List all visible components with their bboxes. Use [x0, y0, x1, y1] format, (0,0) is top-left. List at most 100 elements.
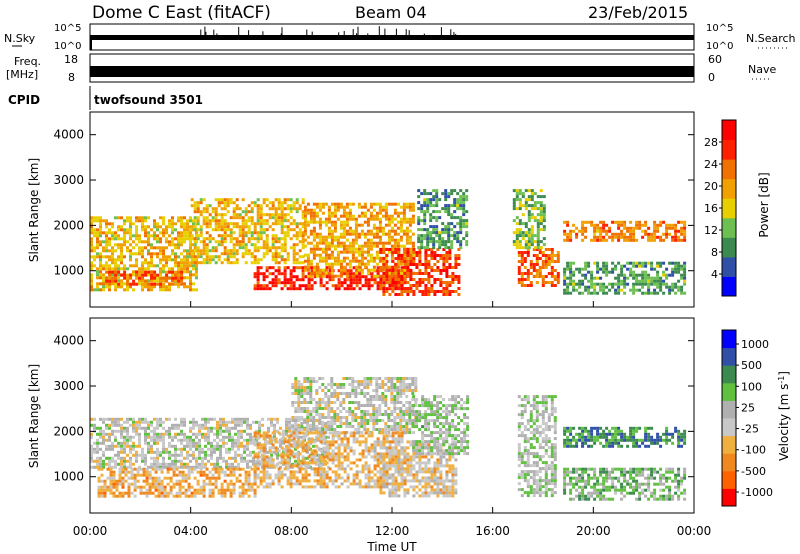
- power-cell: [385, 269, 389, 272]
- velocity-cell: [330, 377, 334, 380]
- velocity-cell: [198, 432, 201, 436]
- velocity-cell: [189, 459, 192, 463]
- velocity-cell: [244, 482, 248, 486]
- power-cell: [150, 243, 153, 247]
- power-cell: [351, 247, 355, 251]
- power-cell: [453, 210, 457, 214]
- velocity-cell: [96, 450, 99, 454]
- power-cell: [235, 243, 239, 247]
- velocity-cell: [390, 428, 394, 431]
- power-cell: [211, 237, 215, 241]
- velocity-cell: [180, 417, 183, 421]
- power-cell: [150, 246, 153, 250]
- power-cell: [171, 240, 174, 244]
- power-cell: [223, 240, 227, 244]
- velocity-cell: [333, 419, 337, 422]
- power-cell: [306, 211, 310, 215]
- power-cell: [180, 279, 184, 283]
- power-cell: [307, 278, 311, 282]
- power-cell: [433, 278, 437, 281]
- power-cell: [235, 261, 239, 265]
- velocity-cell: [102, 453, 105, 457]
- power-cell: [298, 249, 302, 253]
- power-cell: [385, 272, 389, 275]
- power-cell: [399, 205, 403, 209]
- power-cell: [512, 198, 516, 202]
- velocity-cell: [132, 423, 135, 427]
- power-cell: [459, 228, 463, 232]
- power-cell: [602, 288, 606, 292]
- power-cell: [438, 216, 442, 220]
- power-cell: [256, 249, 260, 253]
- power-cell: [301, 278, 305, 282]
- power-cell: [396, 262, 400, 266]
- power-cell: [229, 231, 233, 235]
- velocity-cell: [363, 425, 367, 428]
- power-cell: [436, 290, 440, 293]
- power-cell: [312, 256, 316, 260]
- velocity-cell: [93, 426, 96, 430]
- power-cell: [677, 220, 681, 224]
- power-cell: [330, 238, 334, 242]
- velocity-cell: [183, 423, 186, 427]
- power-cell: [262, 284, 266, 288]
- power-cell: [465, 219, 469, 223]
- power-cell: [162, 267, 165, 271]
- velocity-cell: [213, 438, 216, 442]
- velocity-cell: [222, 438, 225, 442]
- velocity-cell: [216, 441, 219, 445]
- power-cell: [190, 243, 194, 247]
- power-cell: [538, 257, 542, 260]
- power-cell: [614, 220, 618, 224]
- power-cell: [372, 256, 376, 260]
- power-cell: [388, 248, 392, 251]
- velocity-cell: [198, 438, 201, 442]
- power-cell: [93, 246, 96, 250]
- power-cell: [397, 293, 401, 296]
- velocity-cell: [108, 465, 111, 469]
- power-cell: [402, 274, 406, 278]
- velocity-cell: [168, 462, 171, 466]
- power-cell: [214, 222, 218, 226]
- velocity-cell: [201, 462, 204, 466]
- velocity-cell: [112, 479, 116, 483]
- velocity-cell: [189, 429, 192, 433]
- velocity-cell: [175, 491, 179, 495]
- velocity-cell: [175, 473, 179, 477]
- velocity-cell: [142, 479, 146, 483]
- power-cell: [280, 246, 284, 250]
- power-cell: [265, 213, 269, 217]
- power-cell: [406, 266, 410, 269]
- velocity-cell: [363, 377, 367, 380]
- power-cell: [271, 207, 275, 211]
- velocity-cell: [321, 401, 325, 404]
- velocity-cell: [132, 441, 135, 445]
- power-cell: [417, 222, 421, 226]
- power-cell: [680, 273, 684, 277]
- velocity-cell: [195, 441, 198, 445]
- power-cell: [357, 202, 361, 206]
- power-cell: [348, 259, 352, 263]
- velocity-cell: [342, 407, 346, 410]
- power-cell: [141, 279, 144, 283]
- power-cell: [232, 222, 236, 226]
- power-cell: [292, 228, 296, 232]
- power-cell: [186, 249, 189, 253]
- power-cell: [256, 213, 260, 217]
- power-cell: [620, 220, 624, 224]
- power-cell: [177, 216, 180, 220]
- power-cell: [256, 266, 260, 270]
- power-cell: [445, 254, 449, 257]
- power-cell: [581, 238, 585, 242]
- velocity-cell: [363, 383, 367, 386]
- power-cell: [447, 237, 451, 241]
- power-cell: [427, 275, 431, 278]
- power-cell: [277, 255, 281, 259]
- power-cell: [462, 210, 466, 214]
- power-cell: [553, 275, 557, 278]
- power-cell: [195, 222, 198, 226]
- power-cell: [277, 222, 281, 226]
- power-cell: [456, 240, 460, 244]
- power-cell: [339, 262, 343, 266]
- power-cell: [593, 291, 597, 295]
